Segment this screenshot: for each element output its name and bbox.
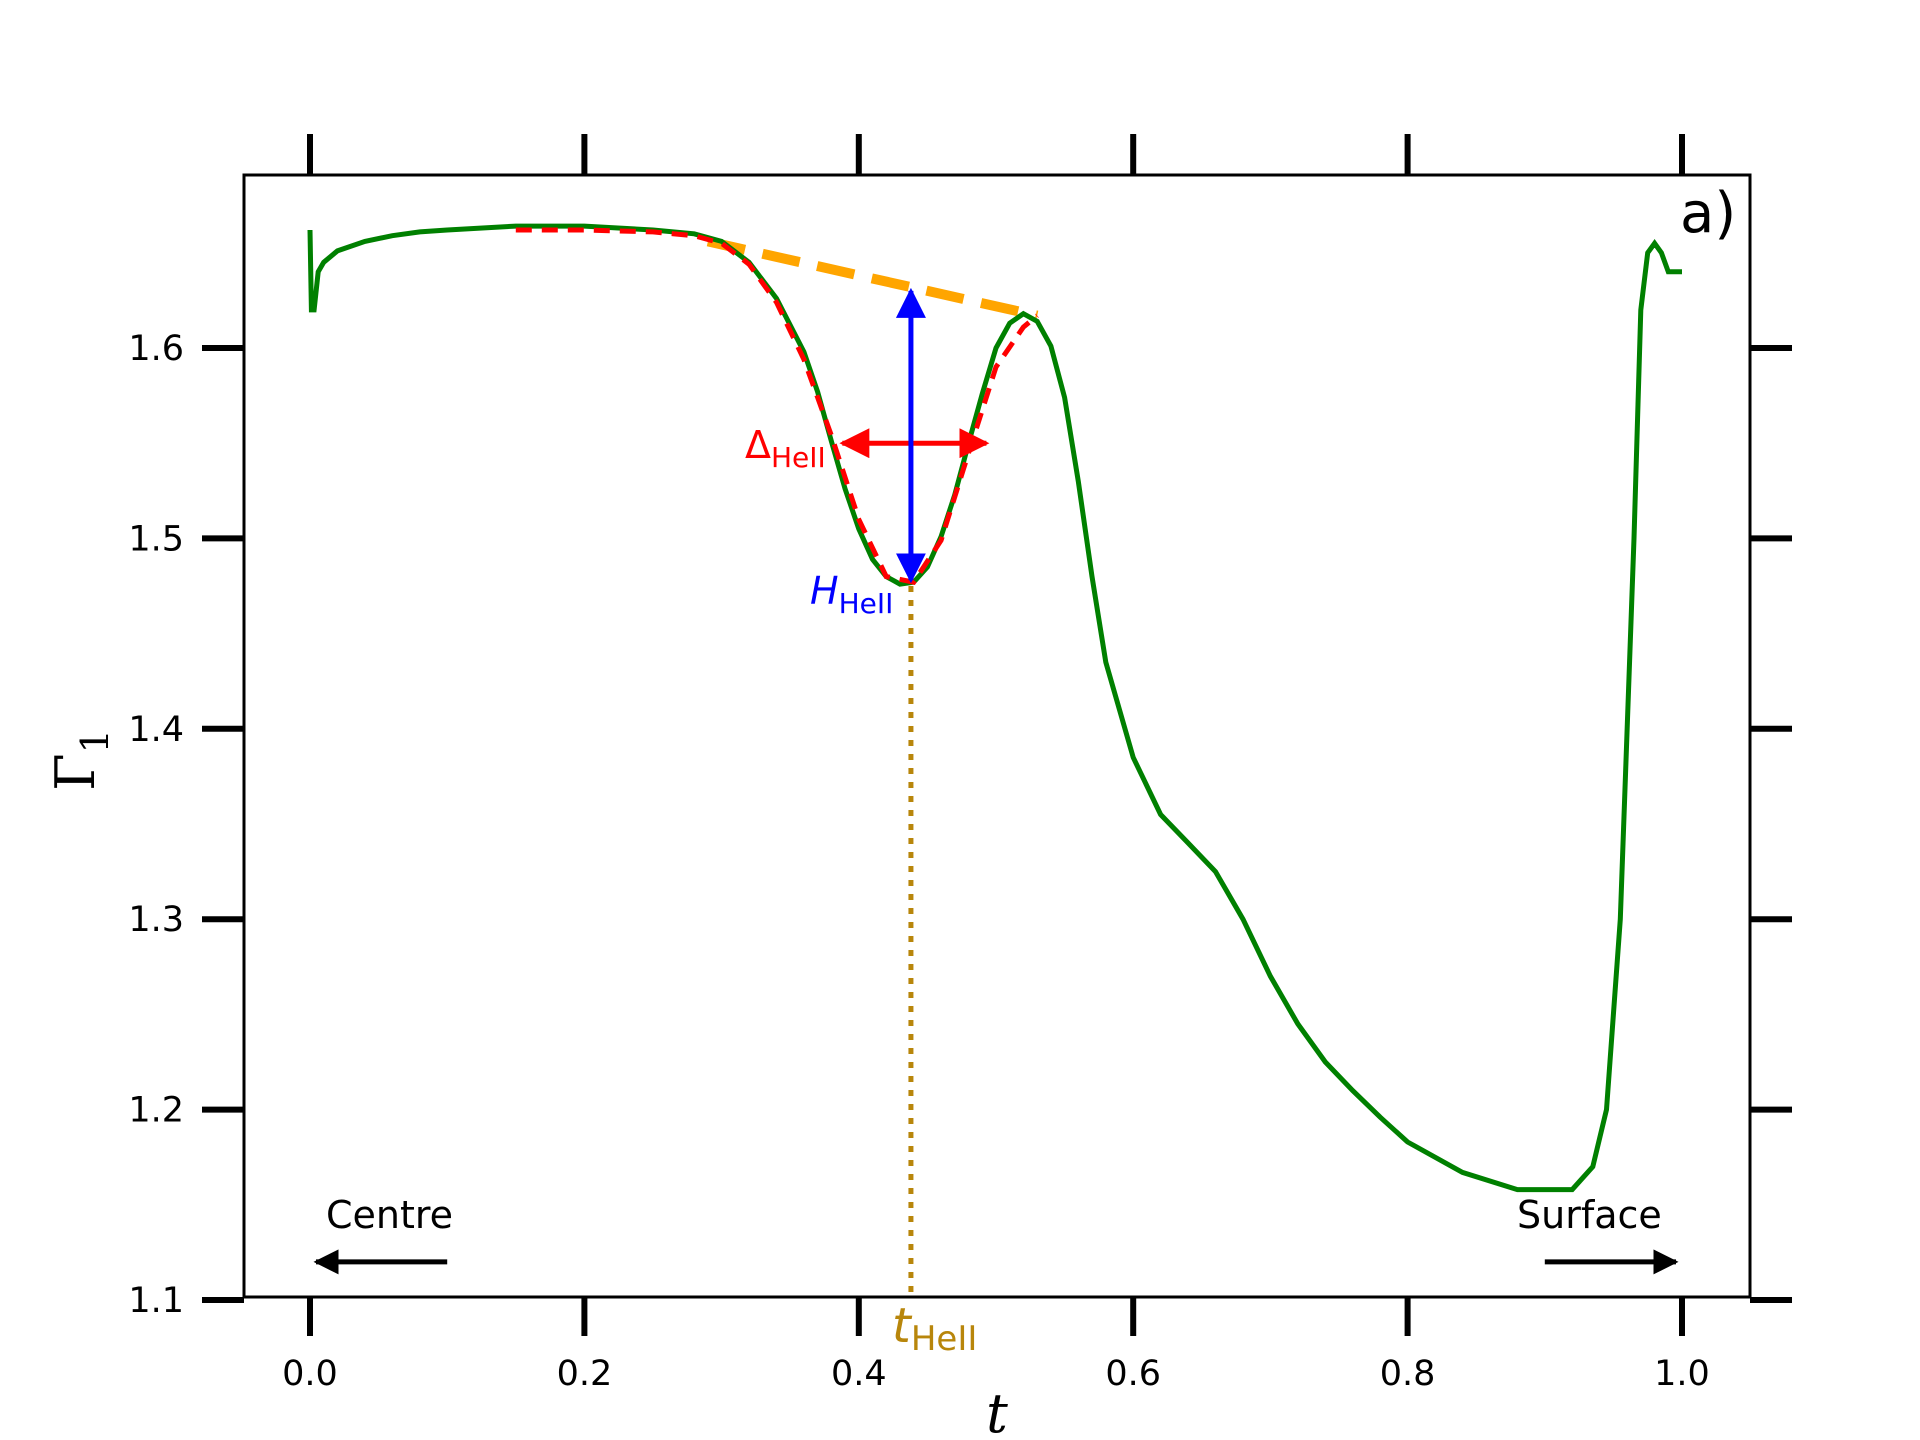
position-label: tHeII: [892, 1298, 977, 1359]
gaussian-fit-dashed-line: [515, 227, 1039, 585]
y-axis-symbol: Γ: [44, 753, 107, 790]
height-symbol: H: [810, 569, 839, 613]
y-tick-label: 1.4: [128, 710, 184, 750]
height-label: HHeII: [810, 569, 893, 620]
x-tick-label: 0.6: [1105, 1354, 1161, 1394]
x-tick-label: 1.0: [1654, 1354, 1710, 1394]
position-symbol: t: [892, 1298, 913, 1354]
x-tick-label: 0.2: [557, 1354, 613, 1394]
delta-symbol: Δ: [745, 423, 771, 467]
x-tick-label: 0.4: [831, 1354, 887, 1394]
x-tick-label: 0.8: [1380, 1354, 1436, 1394]
y-tick-label: 1.2: [128, 1091, 184, 1131]
x-tick-label: 0.0: [282, 1354, 338, 1394]
surface-label: Surface: [1517, 1193, 1662, 1237]
y-tick-label: 1.1: [128, 1281, 184, 1321]
baseline-dashed-line: [706, 236, 1039, 321]
centre-label: Centre: [326, 1193, 453, 1237]
y-tick-label: 1.6: [128, 329, 184, 369]
delta-label: ΔHeII: [745, 423, 826, 474]
y-tick-label: 1.3: [128, 900, 184, 940]
plot-frame: [242, 173, 1752, 1299]
y-tick-label: 1.5: [128, 519, 184, 559]
y-axis-label: Γ1: [44, 729, 117, 791]
y-axis-subscript: 1: [73, 729, 117, 753]
panel-label: a): [1680, 181, 1736, 246]
delta-subscript: HeII: [771, 441, 826, 474]
position-subscript: HeII: [911, 1319, 978, 1359]
height-subscript: HeII: [839, 587, 894, 620]
axis-ticks: 0.0 0.2 0.4 0.6 0.8 1.0 1.1 1.2 1.3 1.4 1.5 1.6: [128, 134, 1792, 1394]
x-axis-label: t: [986, 1382, 1008, 1440]
gamma1-profile-line: [307, 223, 1682, 1193]
